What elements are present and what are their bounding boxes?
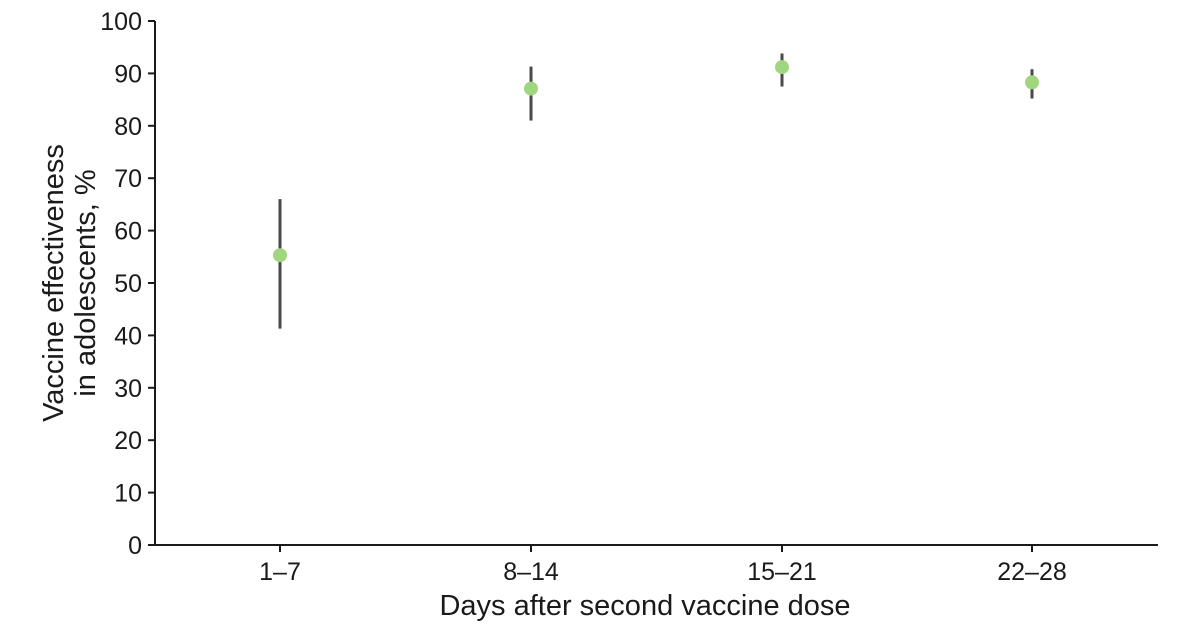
x-tick-label: 22–28: [997, 558, 1067, 586]
y-ticks: 0 10 20 30 40 50 60 70 80 90 100: [100, 8, 155, 560]
x-axis-title: Days after second vaccine dose: [439, 590, 850, 622]
y-tick-label: 30: [114, 375, 142, 403]
y-tick-label: 0: [128, 532, 142, 560]
data-point: [524, 81, 538, 96]
y-tick-label: 80: [114, 113, 142, 141]
y-tick-label: 100: [100, 8, 142, 36]
y-tick-label: 70: [114, 165, 142, 193]
x-tick-label: 1–7: [259, 558, 301, 586]
x-tick-label: 8–14: [503, 558, 559, 586]
y-tick-label: 20: [114, 427, 142, 455]
y-tick-label: 90: [114, 60, 142, 88]
data-marks: [273, 53, 1039, 329]
data-point: [273, 248, 287, 263]
y-tick-label: 60: [114, 218, 142, 246]
y-axis-title-line-2: in adolescents, %: [70, 169, 102, 396]
y-axis-title-line-1: Vaccine effectiveness: [38, 144, 70, 422]
data-point: [775, 60, 789, 75]
x-tick-label: 15–21: [747, 558, 817, 586]
data-point: [1025, 75, 1039, 90]
y-tick-label: 50: [114, 270, 142, 298]
y-tick-label: 40: [114, 322, 142, 350]
x-ticks: 1–7 8–14 15–21 22–28: [259, 545, 1067, 586]
y-tick-label: 10: [114, 480, 142, 508]
y-axis-title: Vaccine effectiveness in adolescents, %: [38, 144, 102, 422]
